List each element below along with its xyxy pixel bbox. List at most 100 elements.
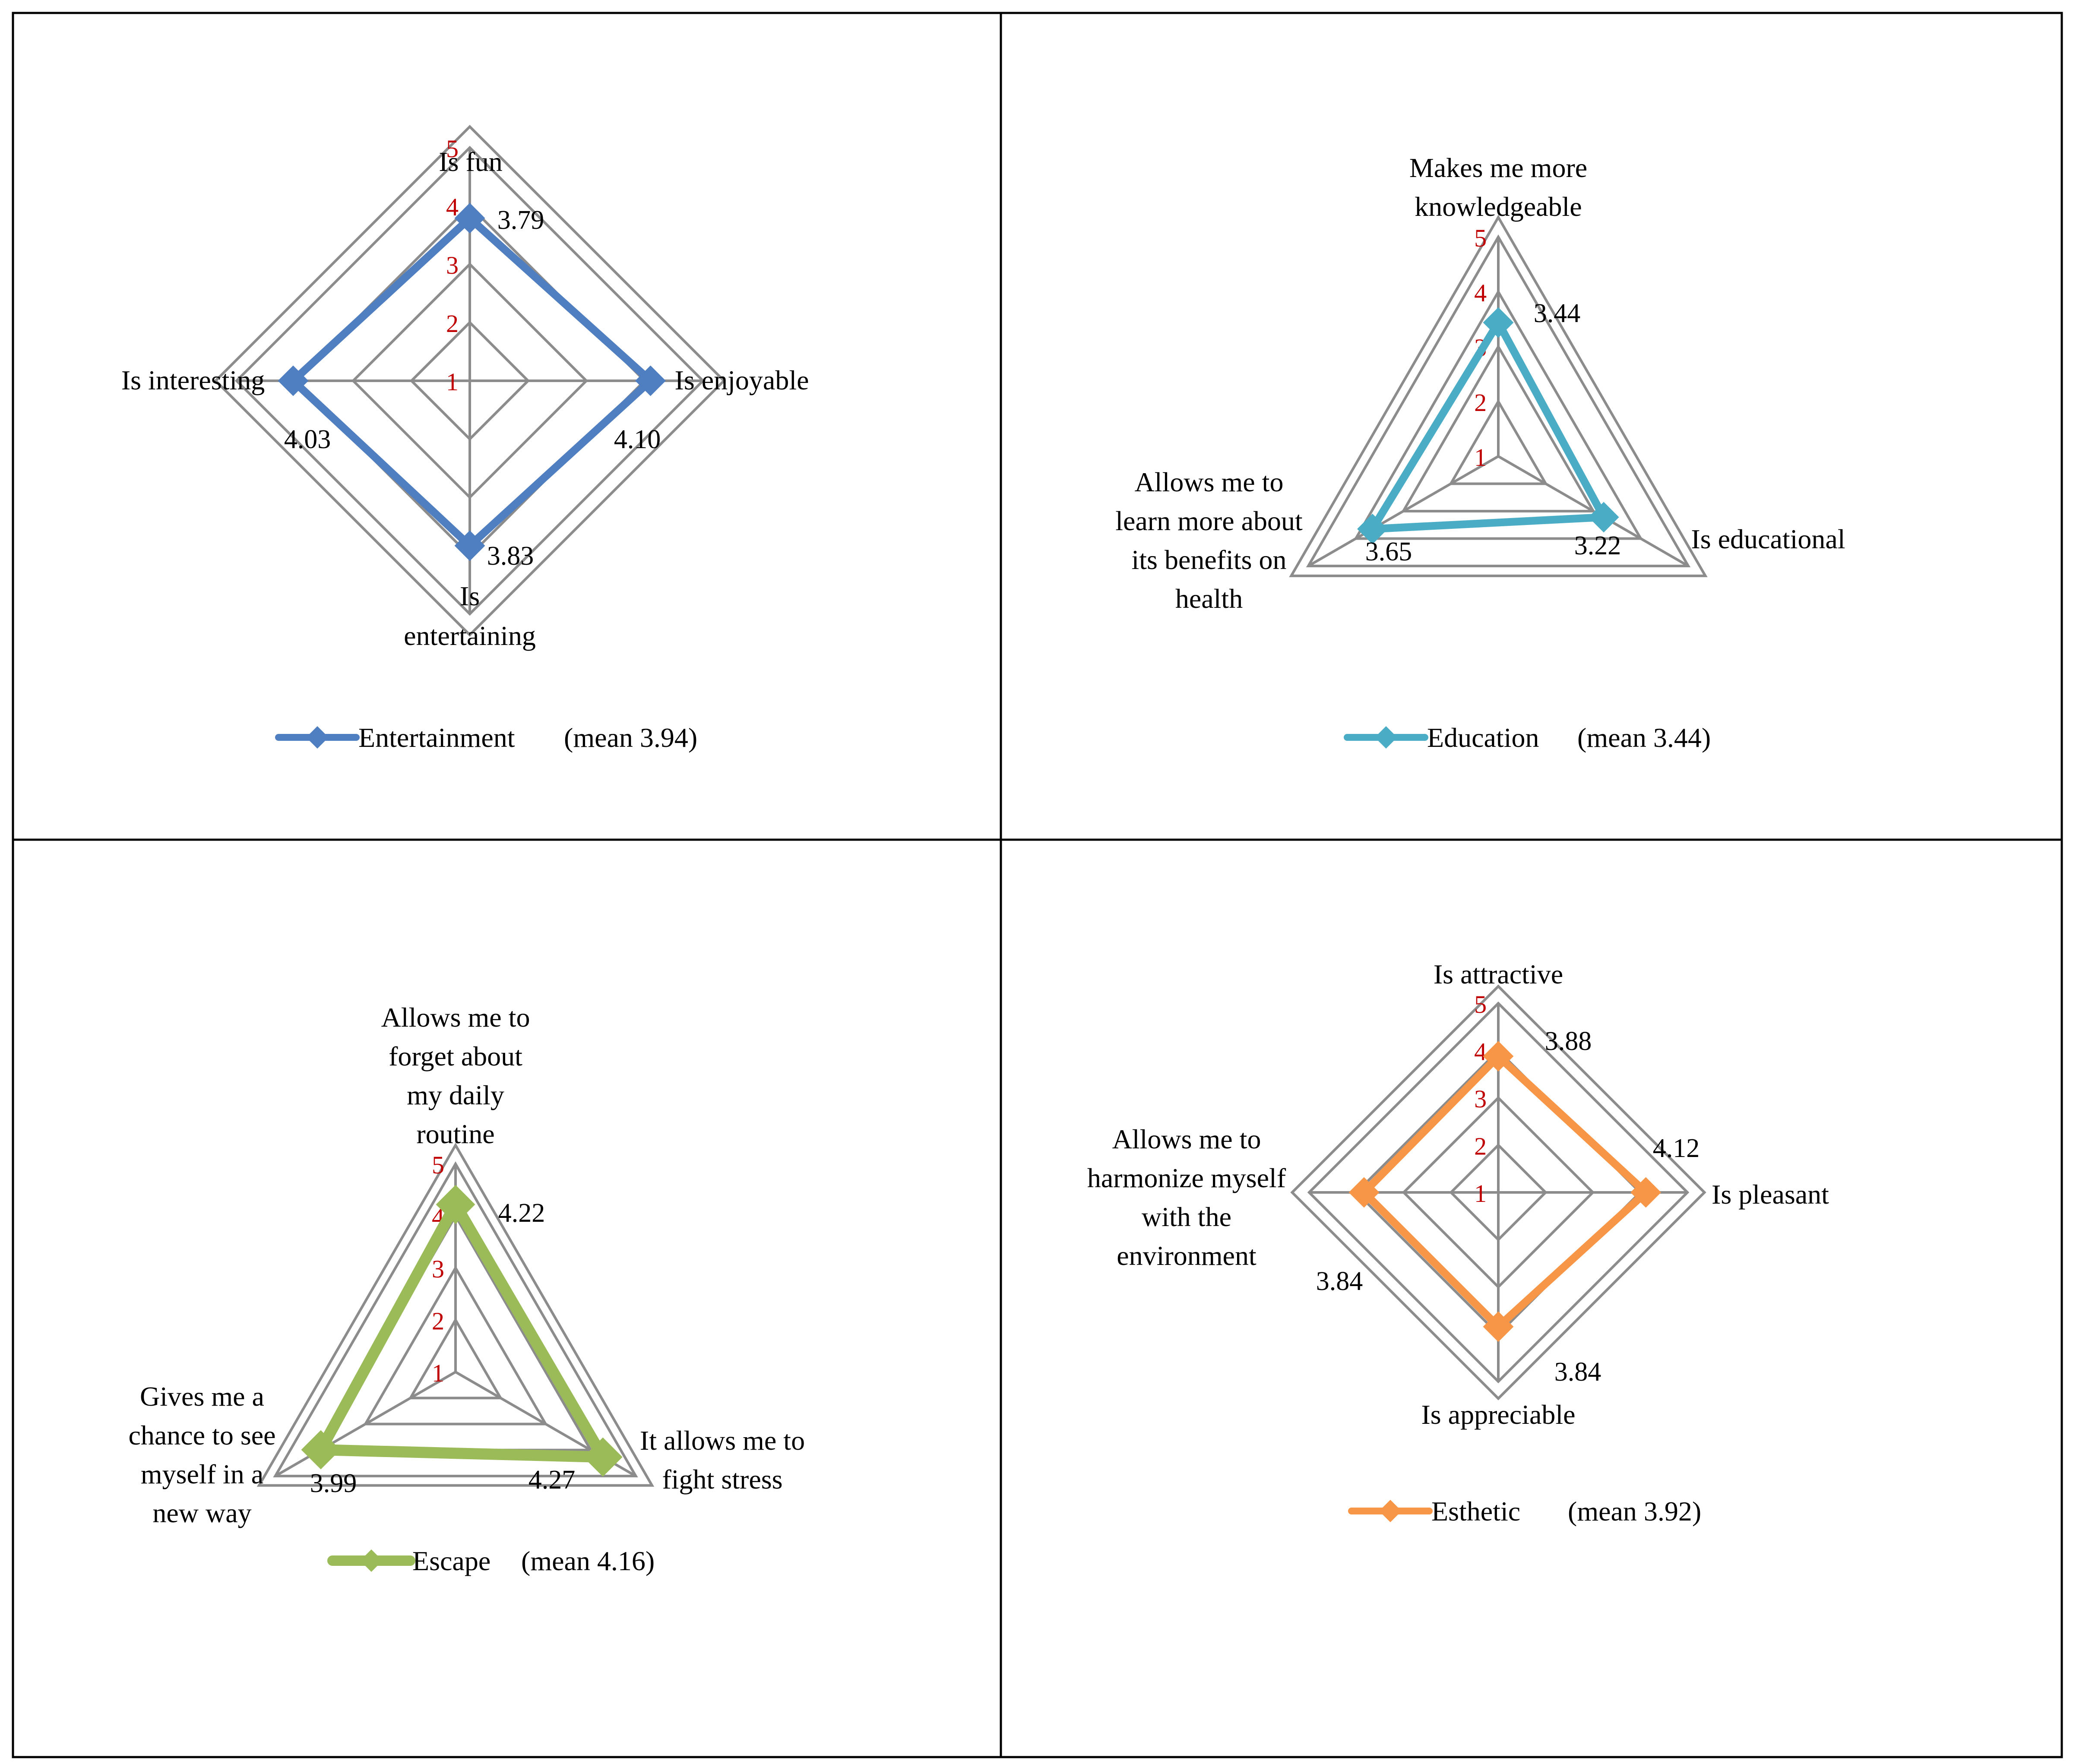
axis-label: Allows me to — [1112, 1124, 1261, 1154]
axis-label: Is educational — [1691, 524, 1845, 554]
data-point-marker — [454, 530, 485, 561]
legend-series-name: Esthetic — [1431, 1496, 1520, 1527]
data-point-marker — [1588, 502, 1619, 533]
data-point-marker — [278, 365, 309, 396]
legend-series-name: Education — [1427, 722, 1539, 753]
grid-spoke — [1307, 455, 1499, 567]
panel-grid — [12, 12, 2063, 1758]
data-point-marker — [1630, 1177, 1662, 1208]
axis-label: Makes me more — [1409, 152, 1587, 183]
value-label: 3.84 — [1316, 1267, 1363, 1296]
axis-label: Is — [460, 581, 480, 611]
axis-label: its benefits on — [1131, 544, 1286, 575]
axis-label: Allows me to — [381, 1002, 530, 1033]
grid-ring — [408, 1317, 503, 1400]
radar-esthetic: 1 2 3 4 5Is attractive Is pleasant Is apprecia… — [1087, 959, 1829, 1527]
value-label: 3.22 — [1574, 531, 1621, 560]
grid-ring — [214, 125, 726, 637]
tick-label: 3 — [1474, 1085, 1487, 1113]
value-label: 4.12 — [1653, 1134, 1700, 1163]
legend-mean: (mean 4.16) — [521, 1546, 655, 1576]
axis-label: Allows me to — [1135, 467, 1284, 497]
axis-label: learn more about — [1115, 506, 1303, 536]
axis-label: Is enjoyable — [675, 365, 809, 395]
axis-label: new way — [152, 1498, 251, 1528]
data-point-marker — [1483, 307, 1514, 338]
value-label: 3.99 — [310, 1469, 357, 1498]
data-point-marker — [1483, 1311, 1514, 1342]
axis-label: Is pleasant — [1712, 1179, 1829, 1210]
tick-label: 4 — [1474, 1038, 1487, 1066]
axis-label: my daily — [407, 1080, 504, 1110]
grid-ring — [1353, 289, 1643, 540]
value-label: 4.27 — [529, 1465, 576, 1495]
value-label: 4.22 — [498, 1198, 545, 1228]
legend: Entertainment (mean 3.94) — [275, 722, 697, 753]
axis-label: Is interesting — [121, 365, 265, 395]
value-label: 4.10 — [614, 425, 661, 454]
axis-label: with the — [1142, 1201, 1231, 1232]
grid-ring — [1306, 234, 1691, 567]
series-line — [311, 1193, 613, 1463]
legend-swatch-marker — [360, 1549, 383, 1572]
tick-label: 2 — [446, 310, 459, 338]
value-label: 3.88 — [1545, 1027, 1592, 1056]
axis-label: forget about — [389, 1041, 522, 1072]
data-point-marker — [1357, 513, 1388, 544]
legend-swatch-marker — [306, 726, 329, 749]
tick-label: 2 — [1474, 389, 1487, 417]
axis-label: It allows me to — [640, 1425, 805, 1456]
axis-label: health — [1175, 583, 1243, 614]
legend-series-name: Escape — [412, 1546, 491, 1576]
value-label: 3.83 — [487, 541, 534, 571]
data-point-marker — [436, 1185, 475, 1224]
axis-label: entertaining — [404, 620, 536, 651]
grid-ring — [1401, 344, 1596, 512]
data-point-marker — [635, 365, 666, 396]
axis-label: chance to see — [128, 1420, 275, 1451]
legend-series-name: Entertainment — [358, 722, 515, 753]
legend-mean: (mean 3.92) — [1568, 1496, 1701, 1527]
axis-label: harmonize myself — [1087, 1163, 1286, 1193]
legend-swatch-marker — [1375, 726, 1397, 749]
data-point-marker — [1348, 1177, 1380, 1208]
axis-label: Is fun — [439, 146, 503, 177]
data-point-marker — [454, 202, 485, 234]
grid-ring — [1289, 215, 1708, 577]
grid-ring — [273, 1161, 638, 1477]
data-point-marker — [301, 1430, 341, 1470]
axis-label: knowledgeable — [1415, 191, 1582, 222]
grid-ring — [363, 1265, 548, 1426]
axis-label: Is attractive — [1434, 959, 1563, 989]
axis-label: environment — [1117, 1240, 1256, 1271]
legend-mean: (mean 3.94) — [564, 722, 697, 753]
axis-label: Gives me a — [140, 1381, 264, 1412]
tick-label: 1 — [1474, 443, 1487, 471]
figure-frame — [12, 12, 2063, 1758]
tick-label: 1 — [1474, 1179, 1487, 1208]
data-point-marker — [583, 1437, 623, 1477]
legend: Escape (mean 4.16) — [327, 1546, 655, 1576]
legend-mean: (mean 3.44) — [1577, 722, 1711, 753]
grid-ring — [256, 1142, 655, 1487]
legend: Education (mean 3.44) — [1344, 722, 1711, 753]
value-label: 3.79 — [497, 205, 544, 235]
axis-label: routine — [416, 1119, 494, 1149]
tick-label: 4 — [1474, 279, 1487, 307]
grid-ring — [1290, 984, 1706, 1400]
series-line — [1365, 315, 1610, 534]
axis-label: myself in a — [141, 1459, 263, 1489]
grid-spoke — [275, 1371, 456, 1477]
tick-label: 5 — [1474, 990, 1487, 1018]
tick-label: 3 — [446, 251, 459, 279]
legend-swatch-marker — [1379, 1500, 1402, 1522]
tick-label: 1 — [432, 1359, 444, 1387]
tick-label: 2 — [1474, 1132, 1487, 1160]
axis-label: fight stress — [662, 1464, 782, 1495]
tick-label: 1 — [446, 368, 459, 396]
axis-label: Is appreciable — [1421, 1399, 1575, 1430]
